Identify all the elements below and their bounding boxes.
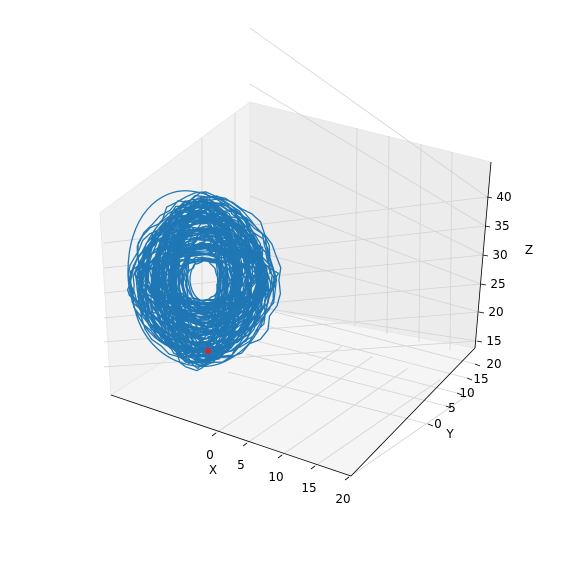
grid-y-line bbox=[274, 311, 476, 365]
y-tick-mark bbox=[445, 405, 452, 409]
z-tick-label: 30 bbox=[492, 248, 507, 262]
grid-y-line bbox=[266, 325, 468, 379]
y-tick-mark bbox=[474, 363, 481, 367]
x-tick-label: 10 bbox=[268, 470, 283, 484]
grid-x-line bbox=[215, 346, 342, 434]
grid-x-line bbox=[348, 390, 475, 478]
z-tick-label: 15 bbox=[486, 334, 501, 348]
grid-y-line bbox=[227, 371, 429, 425]
grid-z-line bbox=[249, 195, 482, 285]
trajectory-loop bbox=[180, 245, 237, 311]
x-tick-mark bbox=[310, 465, 316, 470]
trajectory-loop bbox=[182, 228, 236, 343]
trajectory-loop bbox=[137, 216, 260, 351]
z-axis-label: Z bbox=[525, 243, 533, 257]
y-axis-line bbox=[350, 347, 476, 477]
z-tick-mark bbox=[484, 225, 491, 228]
trajectory-loop bbox=[132, 225, 261, 346]
grid-x-line bbox=[246, 356, 373, 444]
y-tick-label: 20 bbox=[486, 357, 501, 371]
trajectory-inner-loop bbox=[189, 257, 229, 304]
trajectory-line bbox=[126, 190, 282, 372]
grid-x-line bbox=[281, 368, 408, 456]
x-tick-label: 15 bbox=[301, 481, 316, 495]
x-tick-mark bbox=[242, 442, 248, 447]
y-tick-mark bbox=[466, 377, 473, 381]
grid-y-line bbox=[256, 340, 458, 394]
grid-y-line bbox=[245, 353, 447, 407]
y-tick-label: 10 bbox=[459, 386, 474, 400]
trajectory-outer-loop bbox=[127, 190, 269, 368]
grid-z-line bbox=[249, 249, 480, 313]
grid-vertical-back bbox=[449, 151, 453, 351]
z-tick-label: 25 bbox=[490, 277, 505, 291]
x-tick-mark bbox=[277, 454, 283, 459]
trajectory-loop bbox=[160, 246, 241, 309]
grid-z-line-left bbox=[103, 340, 478, 368]
grid-z-line bbox=[249, 305, 478, 342]
y-tick-mark bbox=[456, 392, 463, 396]
x-tick-label: 5 bbox=[237, 458, 245, 472]
grid-vertical-back bbox=[386, 135, 390, 335]
z-tick-mark bbox=[480, 283, 487, 286]
trajectory-loop bbox=[139, 250, 277, 310]
y-tick-label: 5 bbox=[448, 401, 456, 415]
grid-vertical-back bbox=[418, 143, 422, 343]
trajectory-loop bbox=[149, 243, 249, 330]
trajectory-loop bbox=[183, 247, 223, 302]
grid-z-line bbox=[249, 139, 484, 256]
z-tick-mark bbox=[482, 254, 489, 257]
grid-vertical-back bbox=[354, 127, 358, 327]
start-point-marker bbox=[205, 348, 211, 354]
z-tick-label: 35 bbox=[494, 219, 509, 233]
tick-marks bbox=[211, 196, 493, 481]
grid-x-line bbox=[314, 379, 441, 467]
y-tick-label: 15 bbox=[473, 372, 488, 386]
y-tick-mark bbox=[427, 423, 434, 427]
trajectory-loop bbox=[178, 256, 221, 312]
trajectory-loop bbox=[172, 207, 227, 349]
x-tick-mark bbox=[211, 432, 217, 437]
x-tick-label: 0 bbox=[206, 448, 214, 462]
trajectory-loop bbox=[145, 206, 259, 364]
x-axis-line bbox=[110, 394, 352, 477]
x-tick-mark bbox=[344, 476, 350, 481]
z-tick-label: 20 bbox=[488, 305, 503, 319]
y-axis-label: Y bbox=[445, 427, 454, 441]
grid-z-line bbox=[249, 27, 488, 198]
x-tick-label: 20 bbox=[335, 492, 350, 506]
x-axis-label: X bbox=[209, 463, 217, 477]
z-tick-mark bbox=[486, 196, 493, 199]
trajectory-loop bbox=[165, 210, 244, 351]
y-tick-label: 0 bbox=[434, 417, 442, 431]
pane-back bbox=[249, 101, 492, 349]
trajectory-loop bbox=[174, 200, 221, 370]
z-tick-label: 40 bbox=[496, 190, 511, 204]
z-tick-mark bbox=[478, 311, 485, 314]
z-tick-mark bbox=[476, 340, 483, 343]
